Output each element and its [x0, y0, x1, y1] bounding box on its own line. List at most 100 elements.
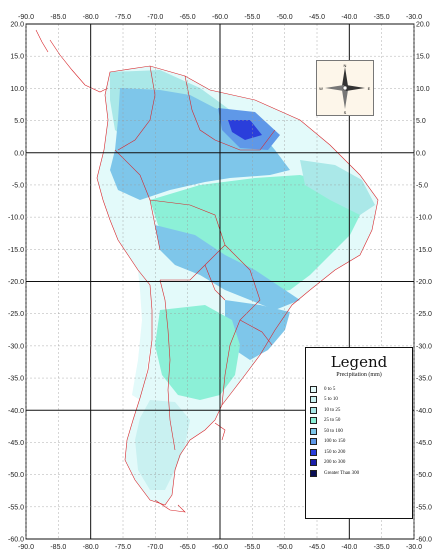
region-andes-dry: [132, 270, 155, 400]
lon-label-top: -85.0: [50, 14, 66, 21]
legend-subtitle: Precipitation (mm): [336, 372, 382, 378]
legend-swatch: [310, 427, 317, 435]
lat-label-left: -45.0: [8, 440, 24, 447]
lon-label-bottom: -30.0: [406, 544, 422, 551]
latitude-labels: 20.0 20.0 15.0 15.0 10.0 10.0 5.0 5.0 0.0 0.0 -5.0…: [8, 22, 432, 544]
lat-label-left: -20.0: [8, 279, 24, 286]
lon-label-top: -75.0: [115, 14, 131, 21]
lon-label-top: -65.0: [180, 14, 196, 21]
lat-label-left: -10.0: [8, 215, 24, 222]
lat-label-right: 5.0: [416, 118, 426, 125]
legend-swatch: [310, 438, 317, 446]
lat-label-left: -55.0: [8, 504, 24, 511]
lon-label-top: -50.0: [277, 14, 293, 21]
legend: Legend Precipitation (mm) 0 to 5 5 to 10 1…: [305, 347, 413, 519]
lat-label-right: -25.0: [416, 311, 432, 318]
lat-label-left: -30.0: [8, 343, 24, 350]
legend-item: 10 to 25: [306, 405, 412, 416]
lat-label-left: -40.0: [8, 408, 24, 415]
legend-label: 25 to 50: [324, 418, 341, 424]
region-patagonia: [135, 400, 190, 490]
longitude-labels: -90.0 -90.0 -85.0 -85.0 -80.0 -80.0 -75.0 -75.0…: [18, 14, 422, 551]
lat-label-left: 20.0: [10, 22, 24, 29]
legend-item: 200 to 300: [306, 458, 412, 469]
compass-e: E: [368, 86, 371, 91]
lon-label-bottom: -50.0: [277, 544, 293, 551]
legend-label: 0 to 5: [324, 386, 336, 392]
lon-label-bottom: -85.0: [50, 544, 66, 551]
lat-label-left: -60.0: [8, 537, 24, 544]
lat-label-left: -25.0: [8, 311, 24, 318]
lon-label-bottom: -60.0: [212, 544, 228, 551]
lon-label-top: -30.0: [406, 14, 422, 21]
lon-label-top: -90.0: [18, 14, 34, 21]
legend-swatch: [310, 448, 317, 456]
legend-item: Greater Than 300: [306, 468, 412, 479]
lon-label-top: -55.0: [244, 14, 260, 21]
legend-title: Legend: [330, 353, 388, 371]
lat-label-right: 10.0: [416, 86, 430, 93]
lon-label-bottom: -70.0: [147, 544, 163, 551]
region-south-blue: [225, 300, 290, 360]
lat-label-right: -60.0: [416, 537, 432, 544]
lat-label-right: -15.0: [416, 247, 432, 254]
legend-item: 25 to 50: [306, 416, 412, 427]
legend-item: 5 to 10: [306, 395, 412, 406]
legend-swatch: [310, 469, 317, 477]
lat-label-left: -35.0: [8, 376, 24, 383]
lat-label-right: -45.0: [416, 440, 432, 447]
legend-items: 0 to 5 5 to 10 10 to 25 25 to 50 50 to 100 10…: [306, 384, 412, 479]
lat-label-right: -40.0: [416, 408, 432, 415]
lon-label-top: -70.0: [147, 14, 163, 21]
graticule: [25, 23, 415, 540]
region-central-green: [150, 175, 365, 295]
lat-label-left: -5.0: [12, 182, 24, 189]
legend-item: 150 to 200: [306, 447, 412, 458]
legend-label: 200 to 300: [324, 460, 346, 466]
lat-label-right: -35.0: [416, 376, 432, 383]
legend-swatch: [310, 406, 317, 414]
lat-label-left: -50.0: [8, 472, 24, 479]
legend-swatch: [310, 385, 317, 393]
lat-label-right: 20.0: [416, 22, 430, 29]
legend-label: 5 to 10: [324, 397, 338, 403]
lat-label-right: -20.0: [416, 279, 432, 286]
lon-label-bottom: -55.0: [244, 544, 260, 551]
legend-item: 50 to 100: [306, 426, 412, 437]
region-northeast-dry: [300, 160, 375, 215]
lat-label-left: -15.0: [8, 247, 24, 254]
compass-n: N: [344, 63, 347, 68]
region-central-blue: [155, 225, 300, 310]
lat-label-right: -55.0: [416, 504, 432, 511]
lat-label-left: 15.0: [10, 54, 24, 61]
legend-label: 50 to 100: [324, 428, 343, 434]
lat-label-right: 0.0: [416, 150, 426, 157]
compass-icon: N S W E: [319, 63, 371, 115]
region-guiana-wet: [228, 120, 262, 140]
legend-item: 0 to 5: [306, 384, 412, 395]
lat-label-right: 15.0: [416, 54, 430, 61]
lat-label-left: 5.0: [14, 118, 24, 125]
lat-label-left: 0.0: [14, 150, 24, 157]
legend-label: 10 to 25: [324, 407, 341, 413]
lon-label-top: -60.0: [212, 14, 228, 21]
lon-label-bottom: -65.0: [180, 544, 196, 551]
legend-label: 100 to 150: [324, 439, 346, 445]
lat-label-left: 10.0: [10, 86, 24, 93]
region-amazon-north: [110, 88, 290, 200]
precipitation-regions: [97, 66, 378, 505]
country-borders: [35, 29, 379, 513]
compass-s: S: [344, 110, 347, 115]
legend-swatch: [310, 396, 317, 404]
lon-label-bottom: -45.0: [309, 544, 325, 551]
lat-label-right: -30.0: [416, 343, 432, 350]
legend-item: 100 to 150: [306, 437, 412, 448]
legend-swatch: [310, 459, 317, 467]
lon-label-top: -35.0: [374, 14, 390, 21]
region-south-green: [155, 305, 240, 400]
lon-label-top: -40.0: [341, 14, 357, 21]
legend-swatch: [310, 417, 317, 425]
lat-label-right: -50.0: [416, 472, 432, 479]
lon-label-bottom: -40.0: [341, 544, 357, 551]
lon-label-top: -45.0: [309, 14, 325, 21]
